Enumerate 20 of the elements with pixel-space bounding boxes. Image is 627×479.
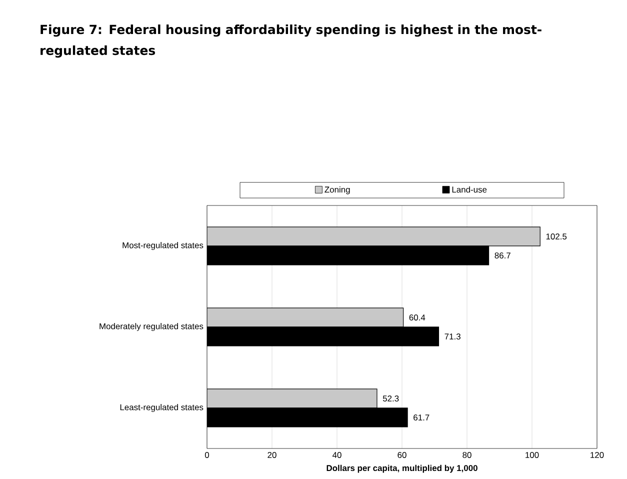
data-label: 71.3	[444, 333, 460, 340]
data-label: 52.3	[382, 395, 399, 402]
data-label: 60.4	[409, 314, 426, 320]
data-label: 61.7	[414, 414, 430, 420]
y-tick-label: Moderately regulated states	[100, 323, 204, 331]
x-tick-label: 120	[590, 452, 604, 458]
x-tick-label: 100	[526, 452, 539, 458]
y-tick-label: Least-regulated states	[120, 404, 204, 412]
chart-title: Figure 7: Federal housing affordability spending is highest in the most-regulated states	[40, 24, 542, 58]
data-label: 86.7	[494, 252, 510, 258]
x-tick-label: 0	[204, 452, 210, 458]
legend-label: Zoning	[324, 186, 350, 194]
x-tick-label: 60	[398, 452, 406, 458]
legend-label: Land-use	[452, 186, 487, 193]
x-tick-label: 40	[332, 452, 342, 458]
y-tick-label: Most-regulated states	[122, 242, 204, 250]
x-tick-label: 80	[462, 452, 472, 458]
data-label: 102.5	[546, 233, 567, 240]
x-tick-label: 20	[268, 452, 276, 458]
x-axis-title: Dollars per capita, multiplied by 1,000	[326, 464, 478, 473]
